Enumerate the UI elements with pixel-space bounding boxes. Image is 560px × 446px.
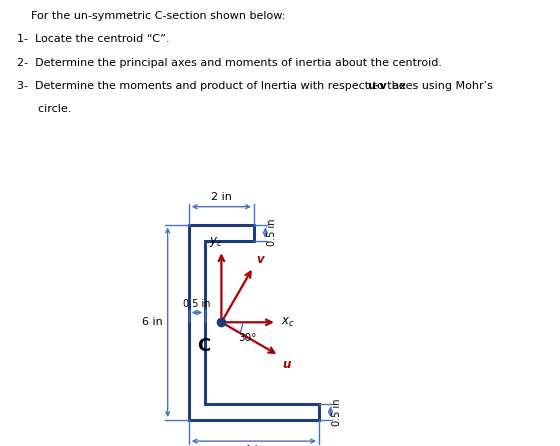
Text: u: u <box>282 358 291 371</box>
Text: For the un-symmetric C-section shown below:: For the un-symmetric C-section shown bel… <box>17 11 285 21</box>
Text: u-v: u-v <box>367 81 386 91</box>
Text: $y_c$: $y_c$ <box>209 235 222 249</box>
Polygon shape <box>189 225 319 420</box>
Text: circle.: circle. <box>17 104 71 114</box>
Text: 0.5 in: 0.5 in <box>332 398 342 425</box>
Text: 30°: 30° <box>237 333 256 343</box>
Text: 0.5 in: 0.5 in <box>183 299 211 309</box>
Text: axes using Mohr’s: axes using Mohr’s <box>389 81 493 91</box>
Text: 0.5 in: 0.5 in <box>267 219 277 247</box>
Text: 6 in: 6 in <box>142 317 163 327</box>
Text: $x_c$: $x_c$ <box>281 316 295 329</box>
Text: 2 in: 2 in <box>211 193 232 202</box>
Text: C: C <box>197 337 210 355</box>
Text: 3-  Determine the moments and product of Inertia with respect to the: 3- Determine the moments and product of … <box>17 81 409 91</box>
Text: v: v <box>256 252 263 265</box>
Text: 2-  Determine the principal axes and moments of inertia about the centroid.: 2- Determine the principal axes and mome… <box>17 58 442 67</box>
Text: 1-  Locate the centroid “C”.: 1- Locate the centroid “C”. <box>17 34 170 44</box>
